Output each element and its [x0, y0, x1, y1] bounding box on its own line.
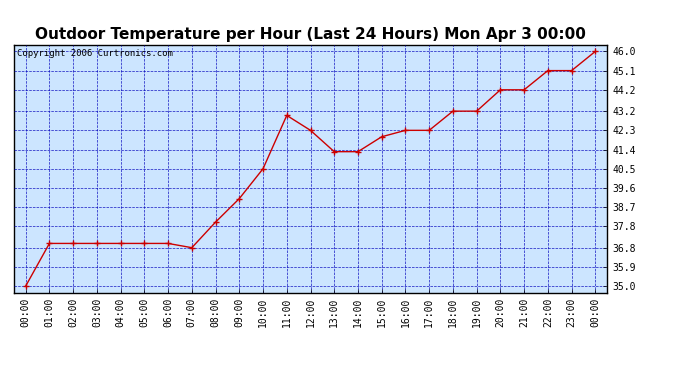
Text: Copyright 2006 Curtronics.com: Copyright 2006 Curtronics.com — [17, 49, 172, 58]
Title: Outdoor Temperature per Hour (Last 24 Hours) Mon Apr 3 00:00: Outdoor Temperature per Hour (Last 24 Ho… — [35, 27, 586, 42]
